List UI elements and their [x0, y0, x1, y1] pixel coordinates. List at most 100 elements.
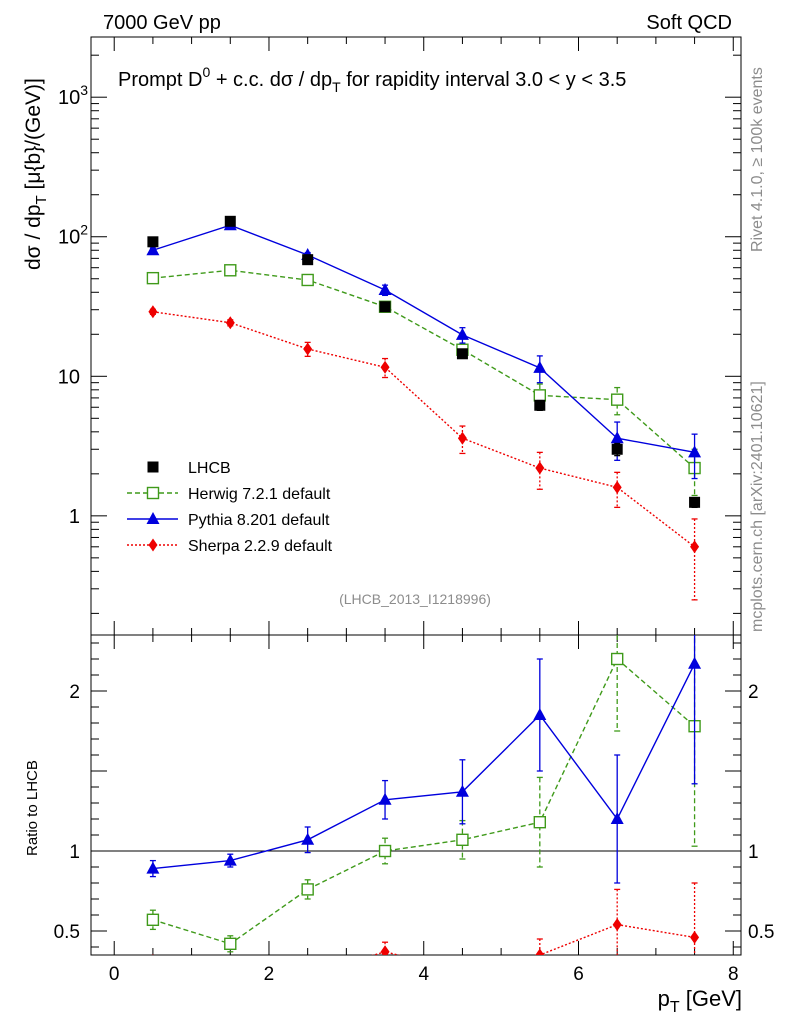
- analysis-id-label: (LHCB_2013_I1218996): [339, 591, 491, 607]
- data-point-lhcb: [534, 399, 546, 411]
- data-point-herwig: [301, 273, 314, 287]
- data-point-lhcb: [611, 443, 623, 455]
- data-point-sherpa: [303, 342, 313, 356]
- data-point-sherpa: [690, 930, 700, 944]
- data-point-sherpa: [457, 431, 467, 445]
- data-point-herwig: [533, 389, 547, 402]
- legend-item-herwig: Herwig 7.2.1 default: [127, 486, 331, 503]
- legend-label-herwig: Herwig 7.2.1 default: [188, 486, 331, 503]
- data-point-sherpa: [226, 974, 235, 987]
- data-point-herwig: [610, 652, 624, 666]
- data-point-sherpa: [380, 945, 390, 955]
- data-point-pythia: [146, 243, 160, 256]
- header-energy-label: 7000 GeV pp: [103, 12, 221, 34]
- y-tick-label-main: 1: [69, 506, 80, 528]
- legend-item-sherpa: Sherpa 2.2.9 default: [127, 538, 333, 555]
- y-tick-label-ratio-right: 1: [748, 842, 759, 863]
- data-point-herwig: [456, 833, 469, 846]
- y-tick-label-main: 102: [58, 222, 88, 249]
- ratio-series-layer: [146, 635, 702, 987]
- y-tick-label-ratio: 0.5: [54, 922, 80, 943]
- data-point-sherpa: [303, 968, 312, 981]
- data-point-pythia: [378, 792, 392, 805]
- series-line-herwig: [152, 657, 696, 945]
- series-line-pythia: [152, 224, 695, 454]
- data-point-pythia: [455, 327, 469, 340]
- data-point-sherpa: [148, 305, 158, 319]
- legend-label-sherpa: Sherpa 2.2.9 default: [188, 538, 333, 555]
- y-tick-label-main: 10: [58, 366, 80, 388]
- data-point-herwig: [146, 271, 160, 285]
- data-point-sherpa: [612, 918, 622, 932]
- series-sherpa-main: [148, 305, 700, 601]
- data-point-lhcb: [379, 301, 391, 313]
- data-point-lhcb: [456, 348, 468, 360]
- data-point-herwig: [610, 393, 624, 406]
- series-line-herwig: [152, 269, 696, 469]
- legend-item-pythia: Pythia 8.201 default: [127, 512, 330, 529]
- main-y-axis-label: dσ / dpT [μ{b}/(GeV)]: [22, 78, 50, 270]
- data-point-pythia: [688, 656, 702, 669]
- data-point-lhcb: [224, 215, 236, 227]
- legend-marker-herwig: [146, 486, 160, 500]
- ratio-y-axis-label: Ratio to LHCB: [24, 760, 41, 856]
- data-point-sherpa: [535, 461, 545, 475]
- plot-title: Prompt D0 + c.c. dσ / dpT for rapidity i…: [118, 64, 626, 95]
- ratio-panel-frame: [90, 634, 742, 956]
- legend-label-pythia: Pythia 8.201 default: [188, 512, 330, 529]
- header-process-label: Soft QCD: [646, 12, 732, 34]
- x-axis-label: pT [GeV]: [658, 986, 742, 1016]
- y-tick-label-main: 103: [58, 82, 88, 109]
- series-pythia-ratio: [146, 635, 702, 884]
- y-tick-label-ratio-right: 2: [748, 682, 759, 703]
- data-point-sherpa: [152, 954, 154, 955]
- series-lhcb-main: [147, 215, 701, 509]
- data-point-lhcb: [689, 496, 701, 508]
- data-point-pythia: [610, 812, 624, 824]
- data-point-sherpa: [380, 360, 390, 374]
- data-point-herwig: [533, 816, 547, 829]
- series-sherpa-ratio: [152, 882, 700, 987]
- legend-label-lhcb: LHCB: [188, 460, 231, 477]
- series-line-sherpa: [152, 311, 695, 548]
- y-tick-label-ratio-right: 0.5: [748, 922, 774, 943]
- data-point-pythia: [688, 445, 702, 458]
- data-point-sherpa: [612, 480, 622, 494]
- series-pythia-main: [146, 218, 702, 480]
- x-tick-label: 8: [728, 964, 739, 985]
- data-point-herwig: [146, 913, 160, 926]
- x-tick-label: 6: [573, 964, 584, 985]
- y-tick-label-ratio: 2: [69, 682, 80, 703]
- data-point-pythia: [146, 861, 160, 874]
- data-point-lhcb: [302, 254, 314, 266]
- data-point-sherpa: [535, 948, 545, 955]
- data-point-pythia: [223, 853, 237, 866]
- x-tick-label: 4: [418, 964, 429, 985]
- x-tick-label: 2: [264, 964, 275, 985]
- main-series-layer: [146, 215, 702, 601]
- data-point-herwig: [378, 844, 392, 858]
- data-point-pythia: [301, 832, 315, 845]
- rivet-version-label: Rivet 4.1.0, ≥ 100k events: [749, 67, 766, 252]
- y-tick-label-ratio: 1: [69, 842, 80, 863]
- data-point-herwig: [224, 264, 237, 277]
- legend-marker-pythia: [146, 512, 160, 524]
- data-point-lhcb: [147, 236, 159, 248]
- data-point-pythia: [533, 360, 547, 373]
- data-point-pythia: [610, 431, 624, 444]
- data-point-sherpa: [458, 965, 467, 978]
- legend: LHCB Herwig 7.2.1 default Pythia 8.201 def…: [127, 460, 333, 555]
- data-point-herwig: [224, 937, 237, 950]
- x-tick-label: 0: [109, 964, 120, 985]
- legend-marker-lhcb: [147, 461, 159, 473]
- data-point-pythia: [533, 708, 547, 720]
- mcplots-source-label: mcplots.cern.ch [arXiv:2401.10621]: [749, 381, 766, 632]
- data-point-sherpa: [225, 316, 235, 330]
- legend-marker-sherpa: [148, 538, 158, 552]
- data-point-herwig: [301, 883, 314, 896]
- data-point-pythia: [378, 283, 392, 296]
- series-line-pythia: [152, 663, 696, 870]
- data-point-pythia: [455, 784, 469, 797]
